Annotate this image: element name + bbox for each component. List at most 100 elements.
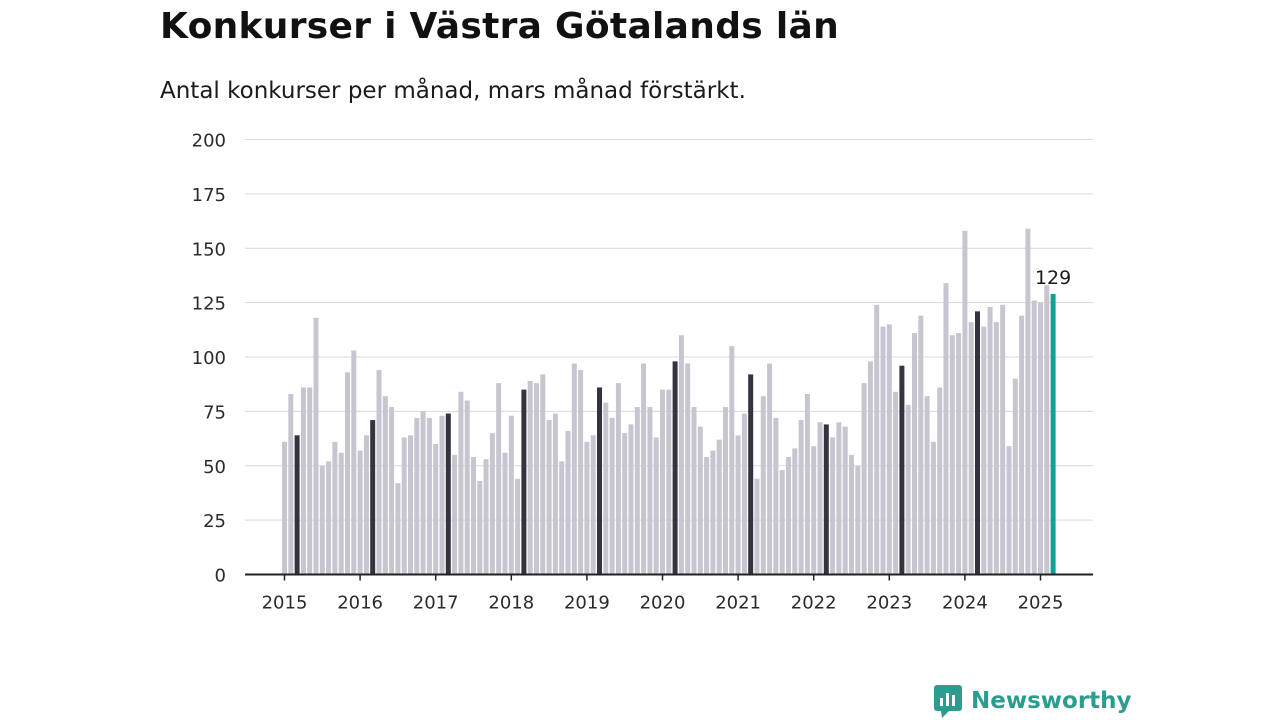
- x-tick-label: 2025: [1018, 593, 1064, 614]
- bar: [401, 437, 407, 575]
- bar: [1031, 300, 1037, 575]
- bar: [300, 387, 306, 575]
- bar: [830, 437, 836, 575]
- y-tick-label: 25: [203, 511, 226, 532]
- bar: [899, 365, 905, 575]
- y-tick-label: 50: [203, 457, 226, 478]
- bar: [370, 420, 376, 575]
- bar: [426, 417, 432, 575]
- bar: [975, 311, 980, 575]
- bar: [603, 402, 609, 575]
- x-tick-label: 2015: [262, 593, 308, 614]
- bar: [546, 420, 552, 575]
- bar: [937, 387, 943, 575]
- bar: [597, 387, 602, 575]
- bar: [345, 372, 350, 575]
- brand-name: Newsworthy: [971, 688, 1132, 714]
- bar: [357, 450, 363, 575]
- bar: [445, 413, 451, 575]
- bar: [981, 326, 987, 575]
- bar: [956, 333, 962, 575]
- bar: [874, 304, 880, 575]
- x-tick-label: 2020: [640, 593, 686, 614]
- bar: [452, 454, 458, 575]
- bar: [496, 383, 502, 575]
- x-tick-label: 2016: [337, 593, 383, 614]
- chart-subtitle: Antal konkurser per månad, mars månad fö…: [160, 78, 746, 104]
- bar: [439, 415, 445, 575]
- bar: [363, 435, 369, 575]
- chart-title: Konkurser i Västra Götalands län: [160, 6, 839, 47]
- bar: [319, 465, 325, 575]
- bar: [741, 413, 747, 575]
- x-tick-label: 2021: [715, 593, 761, 614]
- y-tick-label: 150: [192, 239, 226, 260]
- bar: [552, 413, 558, 575]
- bar: [1000, 304, 1006, 575]
- x-tick-label: 2018: [488, 593, 534, 614]
- y-tick-label: 0: [215, 566, 226, 587]
- bar: [672, 361, 678, 575]
- bar: [282, 441, 287, 575]
- bar: [773, 417, 779, 575]
- bar: [1038, 302, 1043, 575]
- bar: [697, 426, 703, 575]
- bar: [615, 383, 621, 575]
- bar: [477, 480, 483, 575]
- bar: [534, 383, 539, 575]
- bar: [924, 396, 930, 575]
- bar: [760, 396, 766, 575]
- bar: [1019, 315, 1025, 575]
- bar: [641, 363, 647, 575]
- bar: [817, 422, 823, 575]
- bar: [489, 433, 495, 575]
- bar: [735, 435, 741, 575]
- bar: [754, 478, 760, 575]
- x-tick-label: 2023: [866, 593, 912, 614]
- bar: [628, 424, 634, 575]
- bar: [471, 457, 476, 575]
- bar: [433, 444, 439, 575]
- bar: [389, 407, 395, 575]
- bar: [578, 370, 584, 575]
- bar: [880, 326, 886, 575]
- bar: [584, 441, 590, 575]
- bar: [1044, 285, 1050, 575]
- bar: [792, 448, 798, 575]
- bar: [1006, 446, 1012, 575]
- bar: [521, 389, 527, 575]
- bar: [691, 407, 697, 575]
- bar: [678, 335, 684, 575]
- bar: [653, 437, 659, 575]
- bar: [930, 441, 936, 575]
- bar: [565, 430, 571, 575]
- bar: [842, 426, 848, 575]
- bar: [571, 363, 577, 575]
- bar: [861, 383, 867, 575]
- bar: [590, 435, 596, 575]
- bar: [420, 411, 426, 575]
- bar: [382, 396, 388, 575]
- bar: [414, 417, 420, 575]
- bar: [779, 470, 785, 575]
- bar: [685, 363, 691, 575]
- x-tick-label: 2019: [564, 593, 610, 614]
- bar: [395, 483, 401, 575]
- bar: [408, 435, 413, 575]
- bar: [767, 363, 773, 575]
- bar: [723, 407, 728, 575]
- brand-logo: Newsworthy: [933, 684, 1132, 718]
- bar: [609, 417, 615, 575]
- bar: [1050, 293, 1056, 575]
- bar: [1012, 378, 1018, 575]
- bar: [508, 415, 514, 575]
- y-tick-label: 125: [192, 294, 226, 315]
- y-tick-label: 75: [203, 402, 226, 423]
- bar: [905, 404, 911, 575]
- bar: [811, 446, 817, 575]
- bar: [1025, 228, 1031, 575]
- bar: [338, 452, 344, 575]
- bar: [823, 424, 829, 575]
- bar: [527, 380, 533, 575]
- bar: [943, 283, 949, 575]
